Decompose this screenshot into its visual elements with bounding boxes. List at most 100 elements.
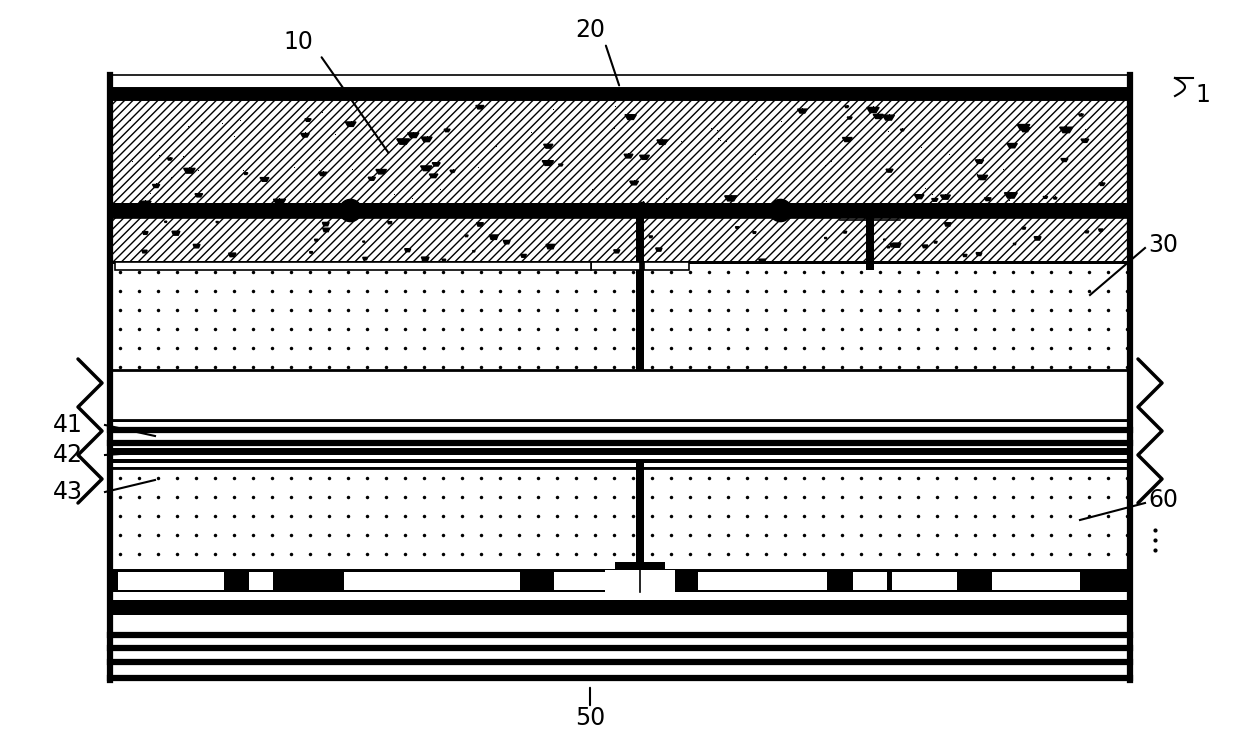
Bar <box>479 572 521 590</box>
Text: 50: 50 <box>575 706 605 730</box>
Polygon shape <box>976 253 982 256</box>
Polygon shape <box>503 240 510 244</box>
Polygon shape <box>1053 197 1056 199</box>
Bar <box>718 572 769 590</box>
Polygon shape <box>388 222 392 224</box>
Polygon shape <box>914 195 924 199</box>
Polygon shape <box>940 195 950 199</box>
Polygon shape <box>422 257 429 261</box>
Polygon shape <box>444 129 450 132</box>
Polygon shape <box>883 115 894 120</box>
Polygon shape <box>420 166 432 170</box>
Polygon shape <box>842 138 852 142</box>
Polygon shape <box>614 250 620 253</box>
Polygon shape <box>934 242 937 243</box>
Polygon shape <box>433 163 440 166</box>
Bar <box>110 615 1130 635</box>
Bar <box>110 262 1130 420</box>
Polygon shape <box>962 254 967 256</box>
Polygon shape <box>873 114 883 119</box>
Bar <box>352 572 377 590</box>
Polygon shape <box>490 235 498 239</box>
Text: 30: 30 <box>1148 233 1178 257</box>
Polygon shape <box>153 185 160 187</box>
Bar <box>382 572 427 590</box>
Polygon shape <box>397 139 409 144</box>
Polygon shape <box>193 245 200 247</box>
Bar <box>796 572 827 590</box>
Bar <box>1044 572 1080 590</box>
Polygon shape <box>141 250 148 253</box>
Polygon shape <box>843 231 847 233</box>
Polygon shape <box>310 252 312 253</box>
Bar <box>729 572 774 590</box>
Polygon shape <box>465 235 469 236</box>
Polygon shape <box>376 170 387 174</box>
Bar <box>249 572 273 590</box>
Bar <box>575 572 629 590</box>
Bar <box>110 75 1130 88</box>
Text: 1: 1 <box>1195 83 1210 107</box>
Polygon shape <box>1099 183 1105 185</box>
Text: 42: 42 <box>53 443 83 467</box>
Polygon shape <box>657 140 667 144</box>
Bar <box>698 572 745 590</box>
Bar <box>615 562 665 570</box>
Polygon shape <box>1079 114 1084 116</box>
Bar <box>126 572 172 590</box>
Polygon shape <box>753 232 756 233</box>
Polygon shape <box>625 115 636 119</box>
Polygon shape <box>1085 231 1089 233</box>
Polygon shape <box>797 109 807 113</box>
Polygon shape <box>900 129 904 131</box>
Polygon shape <box>345 122 356 127</box>
Polygon shape <box>322 228 330 232</box>
Bar <box>636 463 644 570</box>
Polygon shape <box>630 181 639 185</box>
Polygon shape <box>883 239 885 240</box>
Polygon shape <box>274 199 285 205</box>
Polygon shape <box>624 154 632 158</box>
Bar <box>644 262 689 270</box>
Polygon shape <box>1061 159 1068 162</box>
Bar <box>149 572 171 590</box>
Polygon shape <box>143 232 148 234</box>
Bar <box>1022 572 1049 590</box>
Polygon shape <box>315 239 319 241</box>
Polygon shape <box>260 178 269 182</box>
Text: 43: 43 <box>53 480 83 504</box>
Polygon shape <box>558 164 563 166</box>
Bar <box>605 570 675 592</box>
Polygon shape <box>228 253 236 256</box>
Polygon shape <box>931 199 937 202</box>
Bar <box>771 572 811 590</box>
Polygon shape <box>649 236 652 238</box>
Polygon shape <box>172 231 180 235</box>
Polygon shape <box>1060 127 1073 133</box>
Polygon shape <box>890 244 897 247</box>
Bar <box>892 572 914 590</box>
Bar <box>362 572 394 590</box>
Polygon shape <box>404 249 410 252</box>
Bar <box>554 572 583 590</box>
Bar <box>110 635 1130 648</box>
Text: 20: 20 <box>575 18 605 42</box>
Polygon shape <box>1013 243 1016 245</box>
Polygon shape <box>546 245 554 249</box>
Bar <box>110 203 1130 218</box>
Bar <box>853 572 875 590</box>
Polygon shape <box>867 107 879 113</box>
Bar <box>591 262 640 270</box>
Bar <box>866 218 874 270</box>
Polygon shape <box>945 223 951 226</box>
Bar <box>115 262 591 270</box>
Polygon shape <box>543 144 553 148</box>
Bar <box>110 662 1130 678</box>
Polygon shape <box>893 243 901 247</box>
Bar <box>118 572 146 590</box>
Polygon shape <box>844 106 848 107</box>
Bar <box>110 459 1130 463</box>
Bar <box>110 430 1130 443</box>
Polygon shape <box>140 202 151 206</box>
Polygon shape <box>1099 229 1102 231</box>
